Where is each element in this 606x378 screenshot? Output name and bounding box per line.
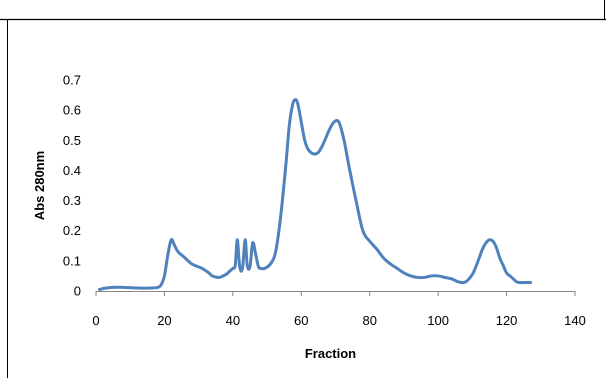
y-axis: 0 0.1 0.2 0.3 0.4 0.5 0.6 0.7 [63,73,81,299]
x-tick-label: 60 [294,313,308,328]
plot-area: 0 0.1 0.2 0.3 0.4 0.5 0.6 0.7 0 20 40 60 80 100 120 14… [63,73,586,329]
y-tick-label: 0 [74,284,81,299]
x-tick-label: 20 [157,313,171,328]
y-tick-label: 0.5 [63,133,81,148]
x-tick-label: 40 [226,313,240,328]
x-axis: 0 20 40 60 80 100 120 140 [92,291,586,328]
y-tick-label: 0.6 [63,103,81,118]
series-line [97,98,533,291]
x-tick-label: 120 [496,313,518,328]
x-axis-title: Fraction [305,346,356,361]
y-tick-label: 0.2 [63,223,81,238]
y-tick-label: 0.1 [63,253,81,268]
x-tick-label: 140 [564,313,586,328]
y-tick-label: 0.4 [63,163,81,178]
y-axis-title: Abs 280nm [32,151,47,220]
x-tick-label: 80 [362,313,376,328]
y-tick-label: 0.3 [63,193,81,208]
series-layer [97,98,533,291]
x-tick-label: 100 [427,313,449,328]
y-tick-label: 0.7 [63,73,81,88]
x-tick-label: 0 [92,313,99,328]
